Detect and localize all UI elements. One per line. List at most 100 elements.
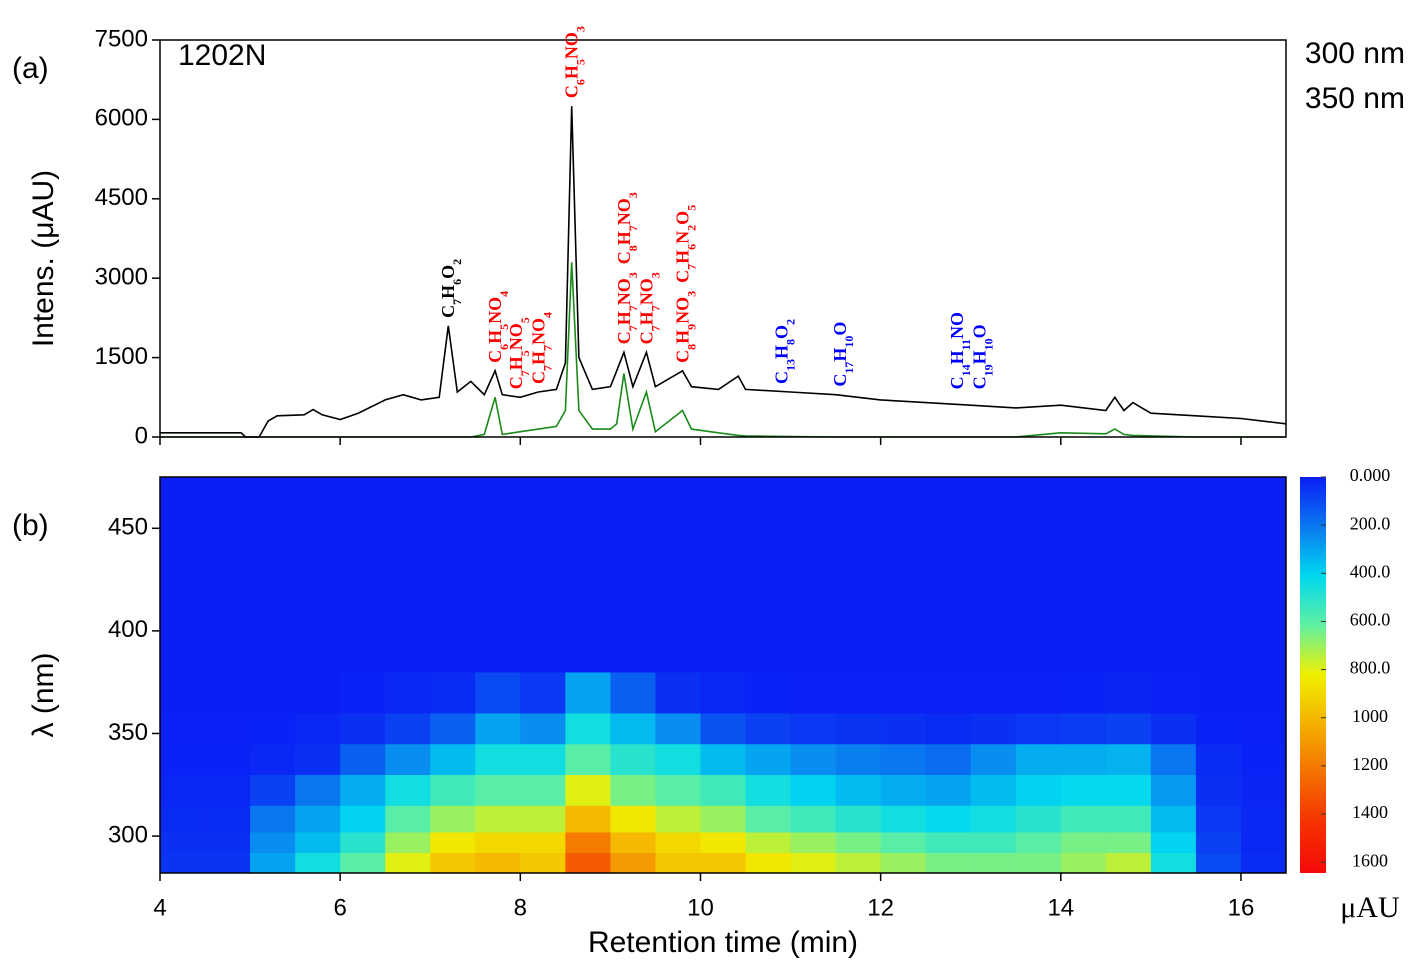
heat-cell — [1060, 671, 1107, 714]
heat-cell — [340, 831, 386, 853]
y-axis-title: λ (nm) — [27, 653, 60, 738]
heat-cell — [610, 712, 656, 745]
heat-cell — [520, 852, 566, 874]
colorbar-unit: μAU — [1340, 891, 1400, 924]
heat-cell — [1240, 852, 1287, 874]
heat-cell — [295, 671, 341, 714]
plot-frame — [159, 476, 1287, 874]
heat-cell — [520, 477, 566, 673]
heat-cell — [430, 852, 476, 874]
y-tick-label: 3000 — [95, 264, 148, 291]
x-tick-label: 14 — [1047, 894, 1074, 921]
heat-cell — [610, 671, 656, 714]
heat-cell — [340, 712, 386, 745]
heat-cell — [1195, 712, 1242, 745]
heat-cell — [700, 805, 747, 833]
heat-cell — [250, 743, 296, 776]
heat-cell — [160, 852, 206, 874]
formula-annotation: C14H11NO — [947, 312, 973, 389]
heat-cell — [1015, 831, 1062, 853]
y-tick-label: 6000 — [95, 105, 148, 132]
heat-cell — [520, 743, 566, 776]
heat-cell — [835, 712, 882, 745]
heat-cell — [745, 671, 792, 714]
heat-cell — [970, 805, 1017, 833]
heat-cell — [1105, 712, 1152, 745]
heat-cell — [1060, 805, 1107, 833]
heat-cell — [880, 477, 927, 673]
heat-cell — [835, 477, 882, 673]
heat-cell — [205, 743, 251, 776]
heat-cell — [1015, 712, 1062, 745]
heat-cell — [1150, 671, 1197, 714]
y-tick-label: 350 — [108, 719, 148, 746]
heat-cell — [1240, 671, 1287, 714]
heat-cell — [250, 477, 296, 673]
heat-cell — [1060, 743, 1107, 776]
heat-cell — [655, 671, 701, 714]
heat-cell — [790, 477, 837, 673]
heat-cell — [430, 477, 476, 673]
heat-cell — [970, 852, 1017, 874]
heat-cell — [790, 743, 837, 776]
heat-cell — [790, 852, 837, 874]
y-tick-label: 4500 — [95, 184, 148, 211]
x-tick-label: 8 — [514, 894, 527, 921]
heat-cell — [205, 852, 251, 874]
heat-cell — [1150, 805, 1197, 833]
heat-cell — [430, 743, 476, 776]
y-tick-label: 7500 — [95, 25, 148, 52]
heat-cell — [385, 671, 431, 714]
heat-cell — [700, 774, 747, 806]
heat-cell — [1195, 805, 1242, 833]
heat-cell — [880, 774, 927, 806]
heat-cell — [835, 743, 882, 776]
heat-cell — [700, 852, 747, 874]
heat-cell — [1060, 774, 1107, 806]
heat-cell — [1240, 774, 1287, 806]
heat-cell — [925, 852, 972, 874]
heat-cell — [1015, 852, 1062, 874]
heat-cell — [475, 671, 521, 714]
formula-annotation: C13H8O2 — [772, 319, 798, 384]
heat-cell — [610, 774, 656, 806]
heat-cell — [610, 805, 656, 833]
heat-cell — [655, 774, 701, 806]
heat-cell — [205, 774, 251, 806]
heat-cell — [160, 743, 206, 776]
heat-cell — [520, 774, 566, 806]
heat-cell — [430, 671, 476, 714]
heat-cell — [295, 774, 341, 806]
heat-cell — [1150, 831, 1197, 853]
colorbar-tick-label: 0.000 — [1350, 465, 1391, 485]
x-tick-label: 16 — [1228, 894, 1255, 921]
heat-cell — [610, 477, 656, 673]
heat-cell — [1015, 805, 1062, 833]
heat-cell — [520, 805, 566, 833]
formula-annotation: C8H7NO3 — [614, 192, 640, 264]
heat-cell — [160, 477, 206, 673]
heat-cell — [655, 477, 701, 673]
heat-cell — [835, 852, 882, 874]
heat-cell — [925, 671, 972, 714]
heat-cell — [340, 477, 386, 673]
heat-cell — [520, 712, 566, 745]
heat-cell — [835, 831, 882, 853]
heat-cell — [970, 774, 1017, 806]
heat-cell — [475, 774, 521, 806]
heat-cell — [700, 831, 747, 853]
colorbar-tick-label: 1400 — [1352, 802, 1388, 822]
heat-cell — [790, 712, 837, 745]
heat-cell — [880, 852, 927, 874]
heat-cell — [745, 831, 792, 853]
heat-cell — [835, 774, 882, 806]
heat-cell — [1195, 774, 1242, 806]
heat-cell — [160, 831, 206, 853]
heat-cell — [430, 805, 476, 833]
heat-cell — [835, 671, 882, 714]
heat-cell — [1105, 831, 1152, 853]
heat-cell — [475, 831, 521, 853]
heat-cell — [790, 774, 837, 806]
series-line — [160, 262, 1286, 438]
heat-cell — [1060, 712, 1107, 745]
